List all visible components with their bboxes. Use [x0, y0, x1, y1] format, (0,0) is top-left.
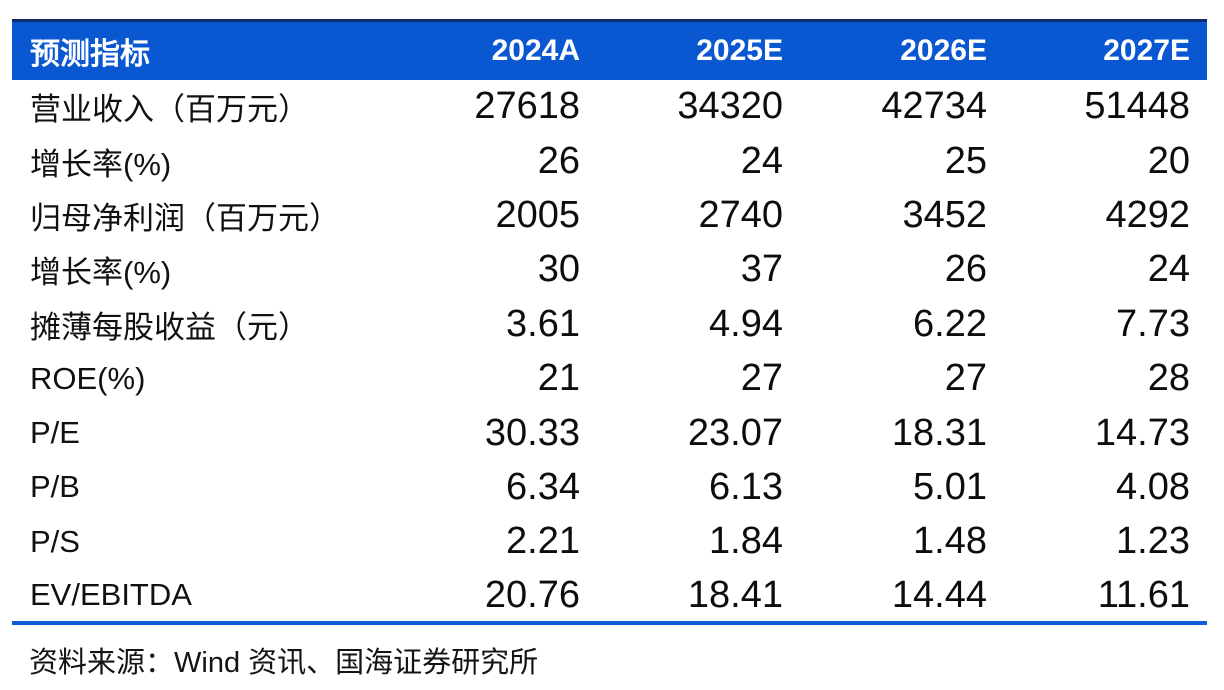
value-cell: 27618 [474, 85, 580, 128]
value-cell: 14.44 [891, 573, 987, 616]
table-row-net-profit: 归母净利润（百万元） 2005 2740 3452 4292 [12, 188, 1207, 242]
table-row-pb: P/B 6.34 6.13 5.01 4.08 [12, 460, 1207, 514]
value-cell: 20 [1147, 139, 1190, 182]
value-cell: 24 [740, 139, 783, 182]
value-cell: 23.07 [687, 411, 783, 454]
table-header-row: 预测指标 2024A 2025E 2026E 2027E [12, 20, 1207, 80]
table-row-ps: P/S 2.21 1.84 1.48 1.23 [12, 515, 1207, 569]
value-cell: 6.22 [913, 302, 987, 345]
value-cell: 26 [537, 139, 580, 182]
value-cell: 28 [1147, 357, 1190, 400]
value-cell: 2.21 [506, 520, 580, 563]
value-cell: 27 [944, 357, 987, 400]
value-cell: 42734 [881, 85, 987, 128]
source-note: 资料来源：Wind 资讯、国海证券研究所 [29, 647, 539, 679]
header-year-2024a: 2024A [393, 20, 597, 80]
table-row-diluted-eps: 摊薄每股收益（元） 3.61 4.94 6.22 7.73 [12, 297, 1207, 351]
table-row-ev-ebitda: EV/EBITDA 20.76 18.41 14.44 11.61 [12, 569, 1207, 623]
forecast-metrics-table: 预测指标 2024A 2025E 2026E 2027E 营业收入（百万元） 2… [12, 19, 1207, 626]
value-cell: 2005 [495, 193, 580, 236]
value-cell: 5.01 [913, 465, 987, 508]
value-cell: 18.31 [891, 411, 987, 454]
value-cell: 30.33 [484, 411, 580, 454]
value-cell: 1.23 [1116, 520, 1190, 563]
value-cell: 26 [944, 248, 987, 291]
value-cell: 51448 [1084, 85, 1190, 128]
value-cell: 1.48 [913, 520, 987, 563]
value-cell: 1.84 [709, 520, 783, 563]
table-row-revenue-growth: 增长率(%) 26 24 25 20 [12, 134, 1207, 188]
value-cell: 18.41 [687, 573, 783, 616]
table-row-revenue: 营业收入（百万元） 27618 34320 42734 51448 [12, 80, 1207, 134]
value-cell: 3.61 [506, 302, 580, 345]
value-cell: 4292 [1105, 193, 1190, 236]
table-row-roe: ROE(%) 21 27 27 28 [12, 351, 1207, 405]
value-cell: 34320 [677, 85, 783, 128]
header-year-2027e: 2027E [1004, 20, 1207, 80]
value-cell: 6.13 [709, 465, 783, 508]
row-label: P/B [30, 469, 80, 505]
header-metric-label: 预测指标 [12, 20, 393, 80]
value-cell: 27 [740, 357, 783, 400]
row-label: 增长率(%) [30, 255, 172, 291]
row-label: 归母净利润（百万元） [30, 200, 340, 236]
value-cell: 25 [944, 139, 987, 182]
row-label: P/E [30, 415, 80, 451]
row-label: EV/EBITDA [30, 577, 192, 613]
row-label: 增长率(%) [30, 146, 172, 182]
value-cell: 6.34 [506, 465, 580, 508]
value-cell: 7.73 [1116, 302, 1190, 345]
value-cell: 4.08 [1116, 465, 1190, 508]
row-label: ROE(%) [30, 360, 146, 396]
row-label: 摊薄每股收益（元） [30, 309, 309, 345]
header-year-2025e: 2025E [597, 20, 800, 80]
value-cell: 37 [740, 248, 783, 291]
value-cell: 20.76 [484, 573, 580, 616]
header-year-2026e: 2026E [800, 20, 1004, 80]
value-cell: 4.94 [709, 302, 783, 345]
table-row-pe: P/E 30.33 23.07 18.31 14.73 [12, 406, 1207, 460]
row-label: 营业收入（百万元） [30, 92, 309, 128]
value-cell: 21 [537, 357, 580, 400]
table-row-profit-growth: 增长率(%) 30 37 26 24 [12, 243, 1207, 297]
value-cell: 24 [1147, 248, 1190, 291]
value-cell: 14.73 [1094, 411, 1190, 454]
row-label: P/S [30, 523, 80, 559]
value-cell: 3452 [902, 193, 987, 236]
value-cell: 30 [537, 248, 580, 291]
value-cell: 11.61 [1097, 573, 1190, 616]
value-cell: 2740 [698, 193, 783, 236]
